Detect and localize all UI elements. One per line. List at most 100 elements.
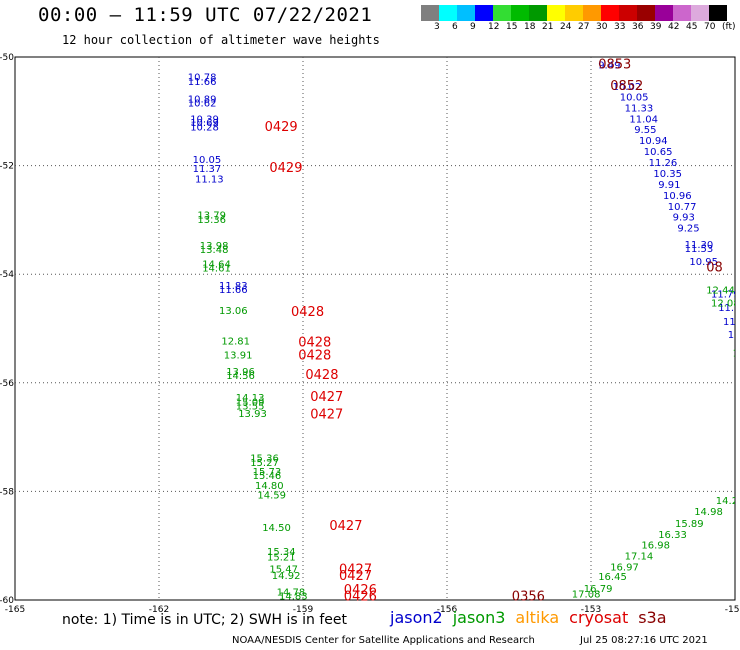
jason3-wave-height-label: 17.08 bbox=[572, 589, 601, 600]
jason3-wave-height-label: 14.50 bbox=[262, 523, 291, 534]
colorbar-swatch bbox=[493, 5, 511, 21]
cryosat-pass-time-label: 0427 bbox=[310, 390, 343, 405]
legend-item-jason2: jason2 bbox=[390, 608, 443, 627]
jason2-wave-height-label: 11.66 bbox=[188, 77, 217, 88]
cryosat-pass-time-label: 0427 bbox=[339, 569, 372, 584]
jason2-wave-height-label: 11.04 bbox=[629, 114, 658, 125]
cryosat-pass-time-label: 0428 bbox=[298, 349, 331, 364]
jason3-wave-height-label: 13.91 bbox=[224, 351, 253, 362]
colorbar-swatch bbox=[565, 5, 583, 21]
jason2-wave-height-label: 10.28 bbox=[190, 123, 219, 134]
jason2-wave-height-label: 11.83 bbox=[219, 281, 248, 292]
jason2-wave-height-label: 11.4 bbox=[723, 317, 740, 328]
s3a-pass-time-label: 0356 bbox=[512, 590, 545, 605]
jason3-wave-height-label: 13.55 bbox=[236, 402, 265, 413]
legend-item-altika: altika bbox=[515, 608, 560, 627]
jason2-wave-height-label: 10.77 bbox=[668, 202, 697, 213]
jason3-wave-height-label: 13.79 bbox=[197, 210, 226, 221]
cryosat-pass-time-label: 0428 bbox=[298, 336, 331, 351]
jason2-wave-height-label: 11.13 bbox=[195, 175, 224, 186]
jason3-wave-height-label: 16.97 bbox=[610, 562, 639, 573]
y-tick-label: -52 bbox=[0, 162, 14, 172]
colorbar-label: 42 bbox=[668, 22, 680, 32]
legend-item-s3a: s3a bbox=[638, 608, 667, 627]
colorbar-label: 24 bbox=[560, 22, 572, 32]
jason3-wave-height-label: 14.21 bbox=[716, 496, 740, 507]
jason2-wave-height-label: 10.96 bbox=[663, 191, 692, 202]
jason3-wave-height-label: 15.47 bbox=[269, 565, 298, 576]
jason2-wave-height-label: 11.37 bbox=[193, 164, 222, 175]
footer-note: note: 1) Time is in UTC; 2) SWH is in fe… bbox=[62, 612, 348, 628]
y-tick-label: -60 bbox=[0, 596, 14, 606]
jason3-wave-height-label: 17.14 bbox=[625, 551, 654, 562]
colorbar-swatch bbox=[601, 5, 619, 21]
cryosat-pass-time-label: 0427 bbox=[329, 519, 362, 534]
jason3-wave-height-label: 13.36 bbox=[197, 215, 226, 226]
jason3-wave-height-label: 16.79 bbox=[584, 584, 613, 595]
jason2-wave-height-label: 10.39 bbox=[190, 114, 219, 125]
colorbar-label: 39 bbox=[650, 22, 662, 32]
jason2-wave-height-label: 10.62 bbox=[188, 99, 217, 110]
jason3-wave-height-label: 16.98 bbox=[641, 541, 670, 552]
y-tick-label: -50 bbox=[0, 53, 14, 63]
jason2-wave-height-label: 11.79 bbox=[711, 290, 740, 301]
jason2-wave-height-label: 10.78 bbox=[188, 73, 217, 84]
colorbar-swatch bbox=[547, 5, 565, 21]
cryosat-pass-time-label: 0428 bbox=[305, 368, 338, 383]
cryosat-pass-time-label: 0428 bbox=[291, 305, 324, 320]
jason2-wave-height-label: 9.25 bbox=[677, 224, 699, 235]
y-tick-label: -56 bbox=[0, 379, 14, 389]
jason3-wave-height-label: 13.93 bbox=[238, 409, 267, 420]
x-tick-label: -156 bbox=[437, 605, 458, 615]
jason2-wave-height-label: 11.66 bbox=[219, 285, 248, 296]
jason2-wave-height-label: 11.26 bbox=[649, 158, 678, 169]
colorbar-label: 3 bbox=[434, 22, 440, 32]
colorbar-label: 9 bbox=[470, 22, 476, 32]
jason3-wave-height-label: 16.45 bbox=[598, 572, 627, 583]
jason3-wave-height-label: 14.64 bbox=[202, 259, 231, 270]
colorbar-label: 15 bbox=[506, 22, 518, 32]
colorbar-label: 27 bbox=[578, 22, 590, 32]
jason2-wave-height-label: 10.69 bbox=[190, 118, 219, 129]
colorbar-label: 21 bbox=[542, 22, 554, 32]
footer-credit: NOAA/NESDIS Center for Satellite Applica… bbox=[232, 635, 535, 646]
jason3-wave-height-label: 12.44 bbox=[706, 285, 735, 296]
jason2-wave-height-label: 9.55 bbox=[634, 125, 656, 136]
jason3-wave-height-label: 16.33 bbox=[658, 530, 687, 541]
colorbar-swatch bbox=[511, 5, 529, 21]
cryosat-pass-time-label: 0429 bbox=[265, 120, 298, 135]
jason2-wave-height-label: 10.02 bbox=[613, 82, 642, 93]
jason3-wave-height-label: 13.98 bbox=[200, 241, 229, 252]
jason3-wave-height-label: 12.81 bbox=[221, 336, 250, 347]
colorbar-label: 70 bbox=[704, 22, 716, 32]
colorbar-label: 12 bbox=[488, 22, 500, 32]
colorbar-swatch bbox=[421, 5, 439, 21]
jason3-wave-height-label: 14.98 bbox=[694, 507, 723, 518]
jason2-wave-height-label: 9.93 bbox=[673, 213, 695, 224]
jason2-wave-height-label: 11 bbox=[728, 330, 740, 341]
jason2-wave-height-label: 11.33 bbox=[625, 103, 654, 114]
colorbar-swatch bbox=[673, 5, 691, 21]
jason3-wave-height-label: 14.78 bbox=[277, 587, 306, 598]
colorbar-swatch bbox=[655, 5, 673, 21]
jason3-wave-height-label: 15.36 bbox=[250, 454, 279, 465]
colorbar-swatch bbox=[619, 5, 637, 21]
page-title: 00:00 – 11:59 UTC 07/22/2021 bbox=[38, 4, 373, 26]
s3a-pass-time-label: 0853 bbox=[598, 58, 631, 73]
jason3-wave-height-label: 15.46 bbox=[253, 471, 282, 482]
jason3-wave-height-label: 1 bbox=[733, 348, 739, 359]
cryosat-pass-time-label: 0426 bbox=[344, 590, 377, 605]
jason3-wave-height-label: 14.13 bbox=[236, 393, 265, 404]
jason2-wave-height-label: 11.30 bbox=[685, 240, 714, 251]
legend-item-jason3: jason3 bbox=[452, 608, 506, 627]
cryosat-pass-time-label: 0426 bbox=[344, 583, 377, 598]
colorbar-label: 36 bbox=[632, 22, 644, 32]
colorbar-swatch bbox=[583, 5, 601, 21]
cryosat-pass-time-label: 0429 bbox=[269, 161, 302, 176]
colorbar-swatch bbox=[475, 5, 493, 21]
footer-timestamp: Jul 25 08:27:16 UTC 2021 bbox=[580, 635, 708, 646]
jason3-wave-height-label: 14.61 bbox=[202, 264, 231, 275]
jason3-wave-height-label: 13.96 bbox=[226, 367, 255, 378]
